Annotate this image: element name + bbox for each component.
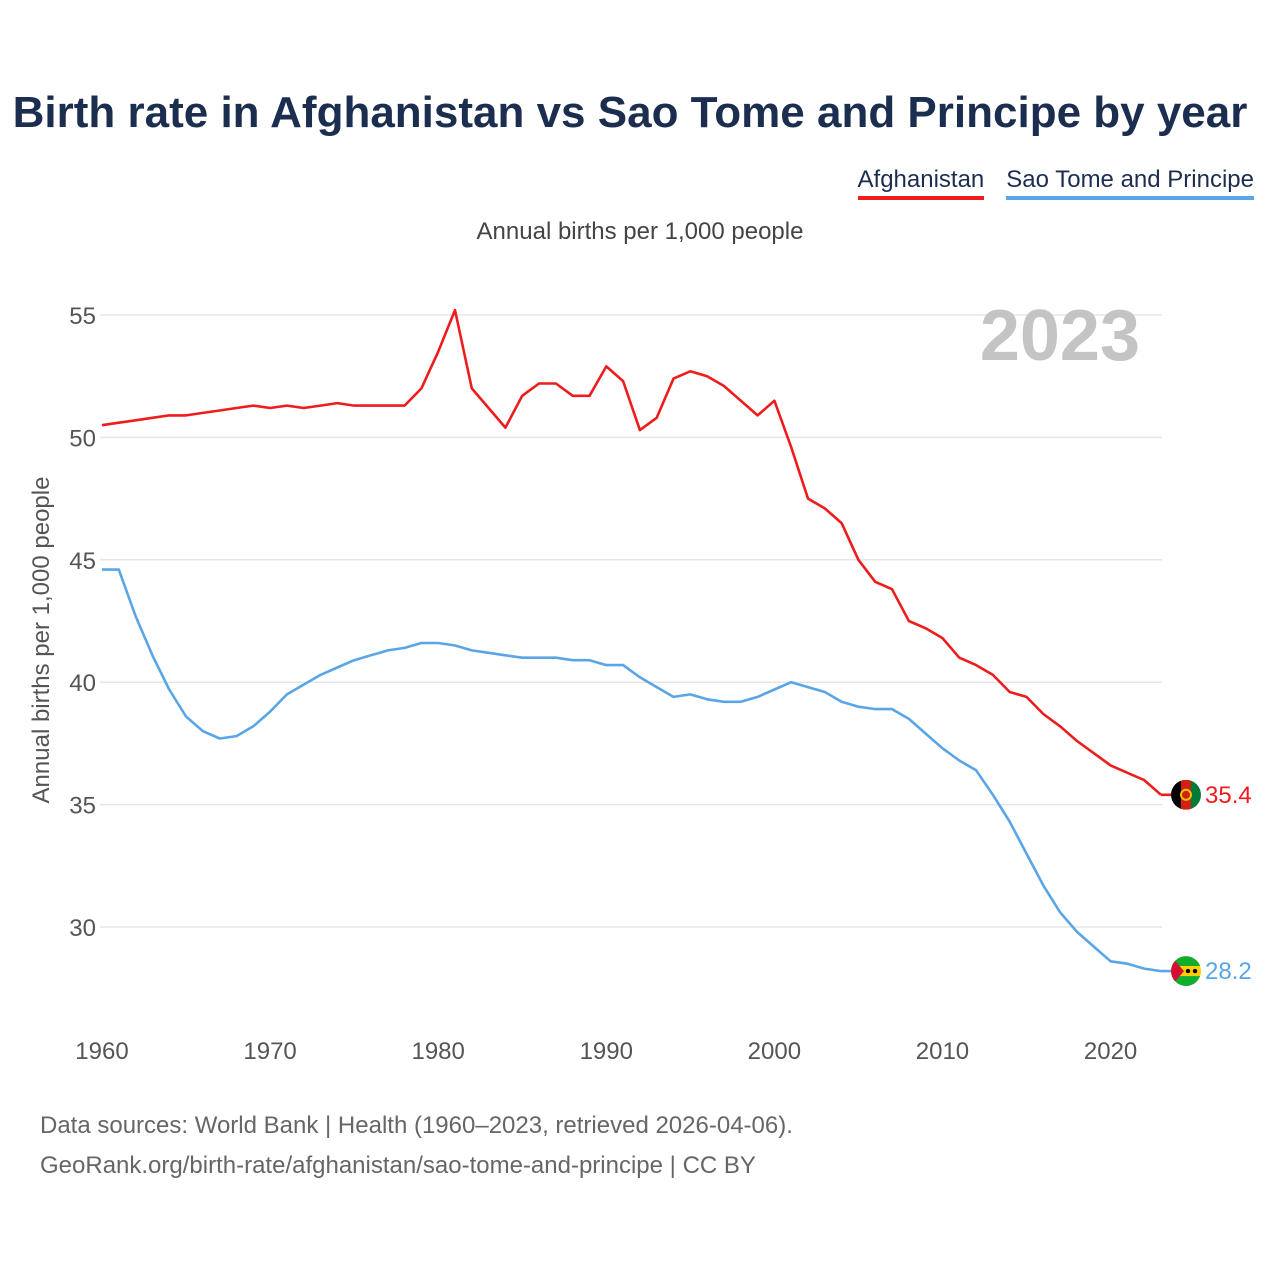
chart-title: Birth rate in Afghanistan vs Sao Tome an… (12, 88, 1248, 137)
series-lines (101, 308, 1162, 973)
end-value-label: 28.2 (1205, 958, 1252, 985)
y-tick-label: 50 (69, 425, 96, 452)
y-tick-label: 45 (69, 548, 96, 575)
end-value-label: 35.4 (1205, 782, 1252, 809)
legend: Afghanistan Sao Tome and Principe (857, 166, 1254, 200)
sao-tome-flag-icon (1171, 956, 1201, 987)
y-tick-label: 40 (69, 670, 96, 697)
y-tick-label: 55 (69, 303, 96, 330)
x-tick-label: 1980 (411, 1038, 464, 1065)
afghanistan-flag-icon (1171, 779, 1201, 810)
x-tick-label: 1990 (580, 1038, 633, 1065)
x-tick-label: 1960 (75, 1038, 128, 1065)
y-tick-label: 30 (69, 915, 96, 942)
chart-subtitle: Annual births per 1,000 people (476, 218, 804, 245)
y-axis-ticks: 30 35 40 45 50 55 (69, 303, 96, 942)
series-line-sao-tome[interactable] (102, 568, 1162, 973)
x-tick-label: 2000 (748, 1038, 801, 1065)
year-watermark: 2023 (980, 296, 1140, 376)
endpoints: 35.4 28.2 (1161, 779, 1252, 987)
source-line-2[interactable]: GeoRank.org/birth-rate/afghanistan/sao-t… (40, 1152, 756, 1179)
x-tick-label: 1970 (243, 1038, 296, 1065)
grid (100, 314, 1162, 928)
x-axis-ticks: 1960 1970 1980 1990 2000 2010 2020 (75, 1038, 1137, 1065)
x-tick-label: 2010 (916, 1038, 969, 1065)
y-tick-label: 35 (69, 793, 96, 820)
source-line-1: Data sources: World Bank | Health (1960–… (40, 1112, 793, 1139)
x-tick-label: 2020 (1084, 1038, 1137, 1065)
legend-item-afghanistan[interactable]: Afghanistan (857, 166, 985, 200)
series-line-afghanistan[interactable] (101, 308, 1162, 796)
source-note: Data sources: World Bank | Health (1960–… (40, 1106, 793, 1186)
legend-item-sao-tome[interactable]: Sao Tome and Principe (1006, 166, 1254, 200)
